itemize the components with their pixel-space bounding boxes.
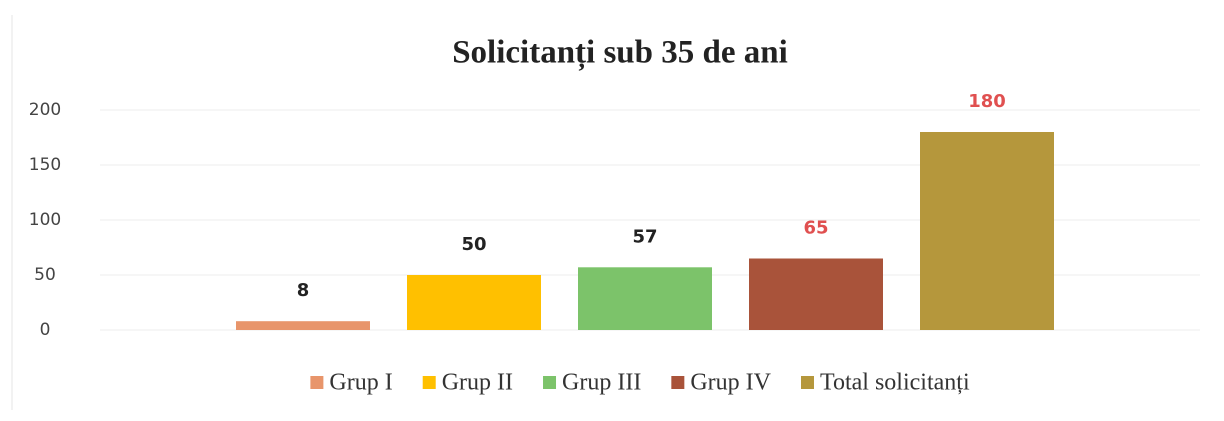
y-tick-label: 150 — [29, 155, 61, 175]
legend-label: Grup II — [442, 370, 513, 396]
data-label: 57 — [632, 226, 657, 247]
data-label: 65 — [803, 218, 828, 239]
data-label: 180 — [968, 91, 1006, 112]
bar — [578, 267, 712, 330]
bar — [236, 321, 370, 330]
bar — [407, 275, 541, 330]
legend-marker — [422, 376, 436, 389]
legend-marker — [543, 376, 557, 389]
y-tick-label: 200 — [29, 100, 61, 120]
legend-label: Grup IV — [690, 370, 771, 396]
bar — [920, 132, 1054, 330]
data-label: 8 — [297, 280, 310, 301]
legend-marker — [671, 376, 685, 389]
y-tick-label: 0 — [40, 320, 51, 340]
legend-label: Grup III — [562, 370, 641, 396]
legend-label: Grup I — [329, 370, 392, 396]
chart-title: Solicitanți sub 35 de ani — [452, 35, 788, 72]
legend-marker — [310, 376, 324, 389]
y-tick-label: 50 — [34, 265, 56, 285]
bar — [749, 258, 883, 330]
legend-marker — [800, 376, 814, 389]
data-label: 50 — [461, 234, 486, 255]
y-tick-label: 100 — [29, 210, 61, 230]
legend-label: Total solicitanți — [820, 370, 970, 396]
